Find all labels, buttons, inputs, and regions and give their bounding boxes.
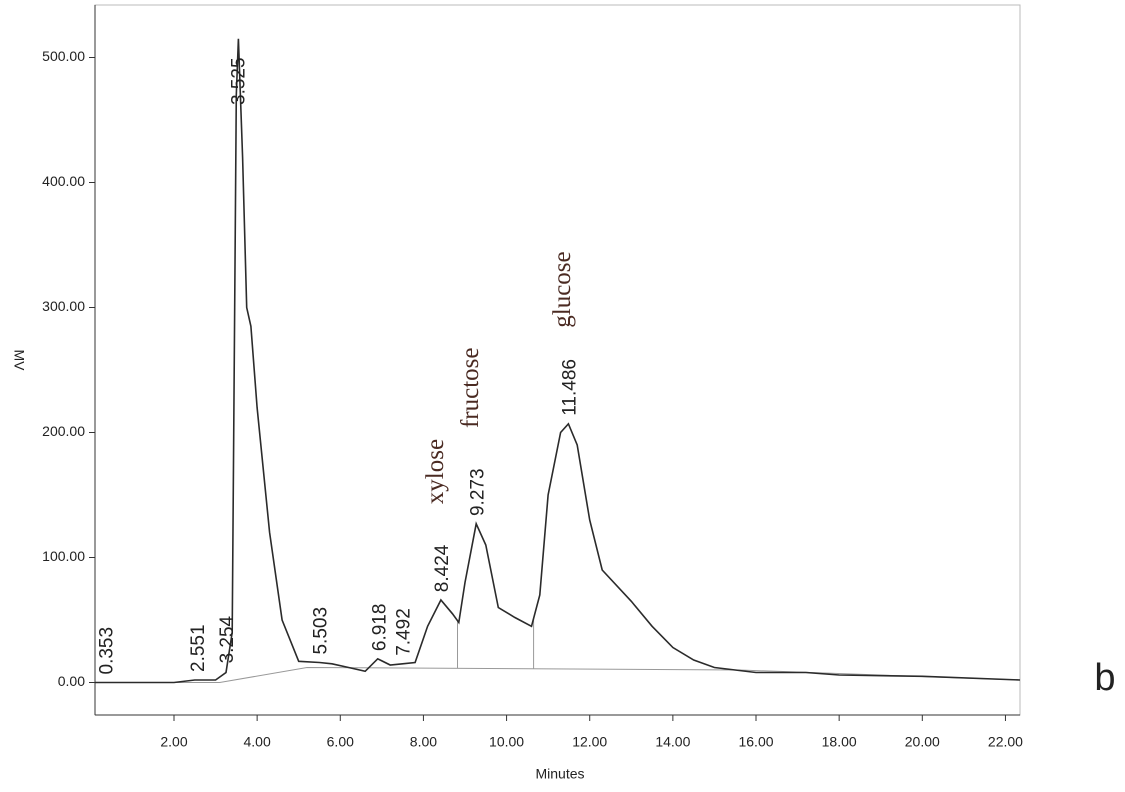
x-tick-label: 4.00 [244, 734, 271, 750]
compound-name: fructose [457, 347, 484, 428]
y-tick-label: 0.00 [58, 673, 85, 689]
y-tick-label: 200.00 [42, 423, 85, 439]
x-tick-label: 16.00 [738, 734, 773, 750]
peak-label: 0.353 [97, 627, 118, 675]
panel-label: b [1094, 657, 1115, 699]
peak-label: 9.273 [467, 468, 488, 516]
x-tick-label: 6.00 [327, 734, 354, 750]
peak-label: 3.525 [228, 57, 249, 105]
y-tick-label: 400.00 [42, 173, 85, 189]
y-tick-label: 100.00 [42, 548, 85, 564]
compound-name: xylose [422, 439, 449, 504]
peak-label: 11.486 [559, 359, 580, 416]
y-axis-label: MV [11, 350, 27, 372]
x-tick-label: 10.00 [489, 734, 524, 750]
x-tick-label: 22.00 [988, 734, 1023, 750]
y-tick-label: 300.00 [42, 298, 85, 314]
peak-label: 6.918 [369, 604, 390, 652]
x-tick-label: 12.00 [572, 734, 607, 750]
peak-label: 7.492 [393, 608, 414, 656]
chromatogram-trace [95, 38, 1021, 684]
y-tick-label: 500.00 [42, 48, 85, 64]
compound-name: glucose [549, 251, 576, 327]
x-tick-label: 20.00 [905, 734, 940, 750]
x-tick-label: 8.00 [410, 734, 437, 750]
x-tick-label: 14.00 [655, 734, 690, 750]
peak-label: 5.503 [311, 607, 332, 655]
peak-label: 3.254 [217, 615, 238, 663]
x-axis-label: Minutes [535, 766, 584, 782]
x-tick-label: 18.00 [822, 734, 857, 750]
peak-label: 8.424 [432, 544, 453, 592]
peak-label: 2.551 [188, 624, 209, 672]
x-tick-label: 2.00 [160, 734, 187, 750]
